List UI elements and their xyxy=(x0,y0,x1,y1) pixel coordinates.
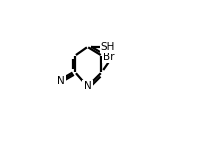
Text: Br: Br xyxy=(103,52,114,62)
Text: SH: SH xyxy=(101,42,115,52)
Text: N: N xyxy=(84,82,91,91)
Text: N: N xyxy=(57,76,64,86)
